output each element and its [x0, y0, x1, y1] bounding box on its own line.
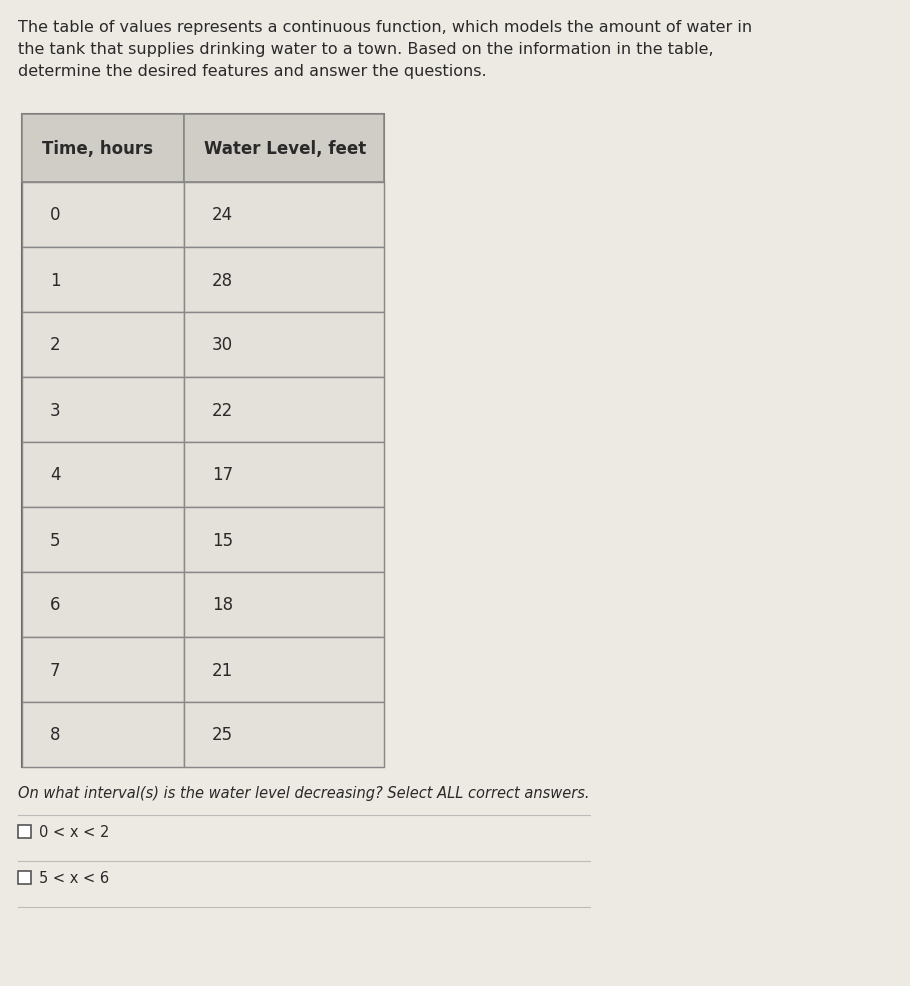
Bar [22, 702, 184, 767]
Text: 0 < x < 2: 0 < x < 2 [39, 824, 109, 839]
Bar [184, 702, 384, 767]
Bar [22, 573, 184, 637]
Bar [184, 378, 384, 443]
Bar [184, 115, 384, 182]
Text: On what interval(s) is the water level decreasing? Select ALL correct answers.: On what interval(s) is the water level d… [18, 785, 590, 801]
Bar [184, 637, 384, 702]
Text: Time, hours: Time, hours [42, 140, 153, 158]
Text: 25: 25 [212, 726, 233, 743]
Bar [22, 508, 184, 573]
Text: Water Level, feet: Water Level, feet [204, 140, 366, 158]
Text: 30: 30 [212, 336, 233, 354]
Bar [22, 637, 184, 702]
Bar [184, 443, 384, 508]
Bar [18, 825, 31, 838]
Bar [184, 247, 384, 313]
Bar [22, 182, 184, 247]
Text: 1: 1 [50, 271, 61, 289]
Text: 3: 3 [50, 401, 61, 419]
Bar [22, 115, 184, 182]
Bar [184, 313, 384, 378]
Text: 24: 24 [212, 206, 233, 224]
Text: 0: 0 [50, 206, 60, 224]
Text: 17: 17 [212, 466, 233, 484]
Text: 4: 4 [50, 466, 60, 484]
Bar [22, 378, 184, 443]
Bar [22, 247, 184, 313]
Text: 15: 15 [212, 531, 233, 549]
Text: 22: 22 [212, 401, 233, 419]
Bar [18, 871, 31, 884]
Text: 7: 7 [50, 661, 60, 678]
Bar [22, 313, 184, 378]
Bar [184, 573, 384, 637]
Text: The table of values represents a continuous function, which models the amount of: The table of values represents a continu… [18, 20, 753, 35]
Bar [184, 182, 384, 247]
Text: 6: 6 [50, 596, 60, 614]
Text: 8: 8 [50, 726, 60, 743]
Text: the tank that supplies drinking water to a town. Based on the information in the: the tank that supplies drinking water to… [18, 42, 713, 57]
Text: 28: 28 [212, 271, 233, 289]
Text: 5: 5 [50, 531, 60, 549]
Bar [22, 443, 184, 508]
Text: 18: 18 [212, 596, 233, 614]
Text: 21: 21 [212, 661, 233, 678]
Bar [184, 508, 384, 573]
Text: determine the desired features and answer the questions.: determine the desired features and answe… [18, 64, 487, 79]
Text: 2: 2 [50, 336, 61, 354]
Bar [22, 115, 384, 767]
Text: 5 < x < 6: 5 < x < 6 [39, 870, 109, 885]
